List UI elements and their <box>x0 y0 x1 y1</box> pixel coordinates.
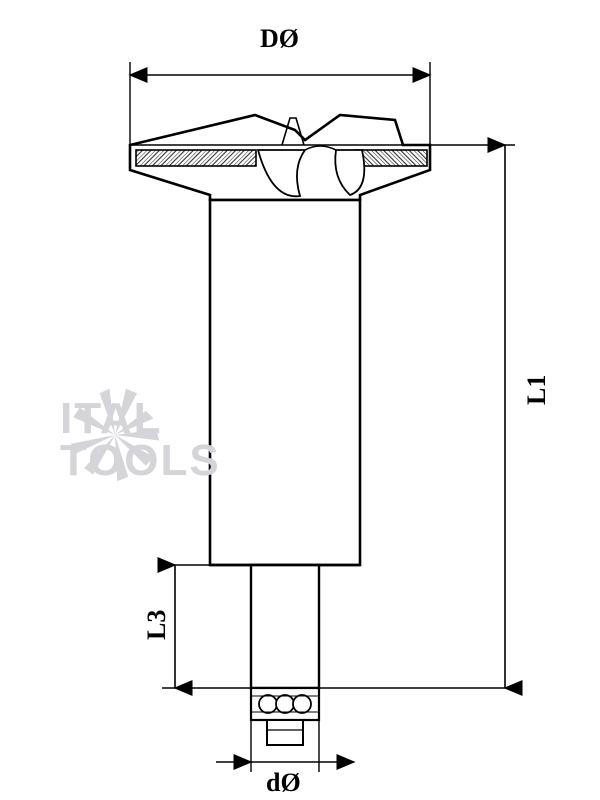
carbide-tip-right <box>355 150 427 166</box>
carbide-tip-left <box>136 150 256 166</box>
drill-bit-drawing <box>0 0 600 800</box>
bolt <box>267 720 303 745</box>
label-d: dØ <box>266 768 301 798</box>
label-L3: L3 <box>142 610 172 640</box>
label-D: DØ <box>260 24 299 54</box>
dim-L3 <box>162 565 251 688</box>
label-L1: L1 <box>522 375 552 405</box>
shank-cylinder <box>251 565 319 688</box>
diagram-canvas: DØ L1 L3 dØ ITAL TOOLS <box>0 0 600 800</box>
ferrule <box>251 688 319 720</box>
body-cylinder <box>210 200 360 565</box>
